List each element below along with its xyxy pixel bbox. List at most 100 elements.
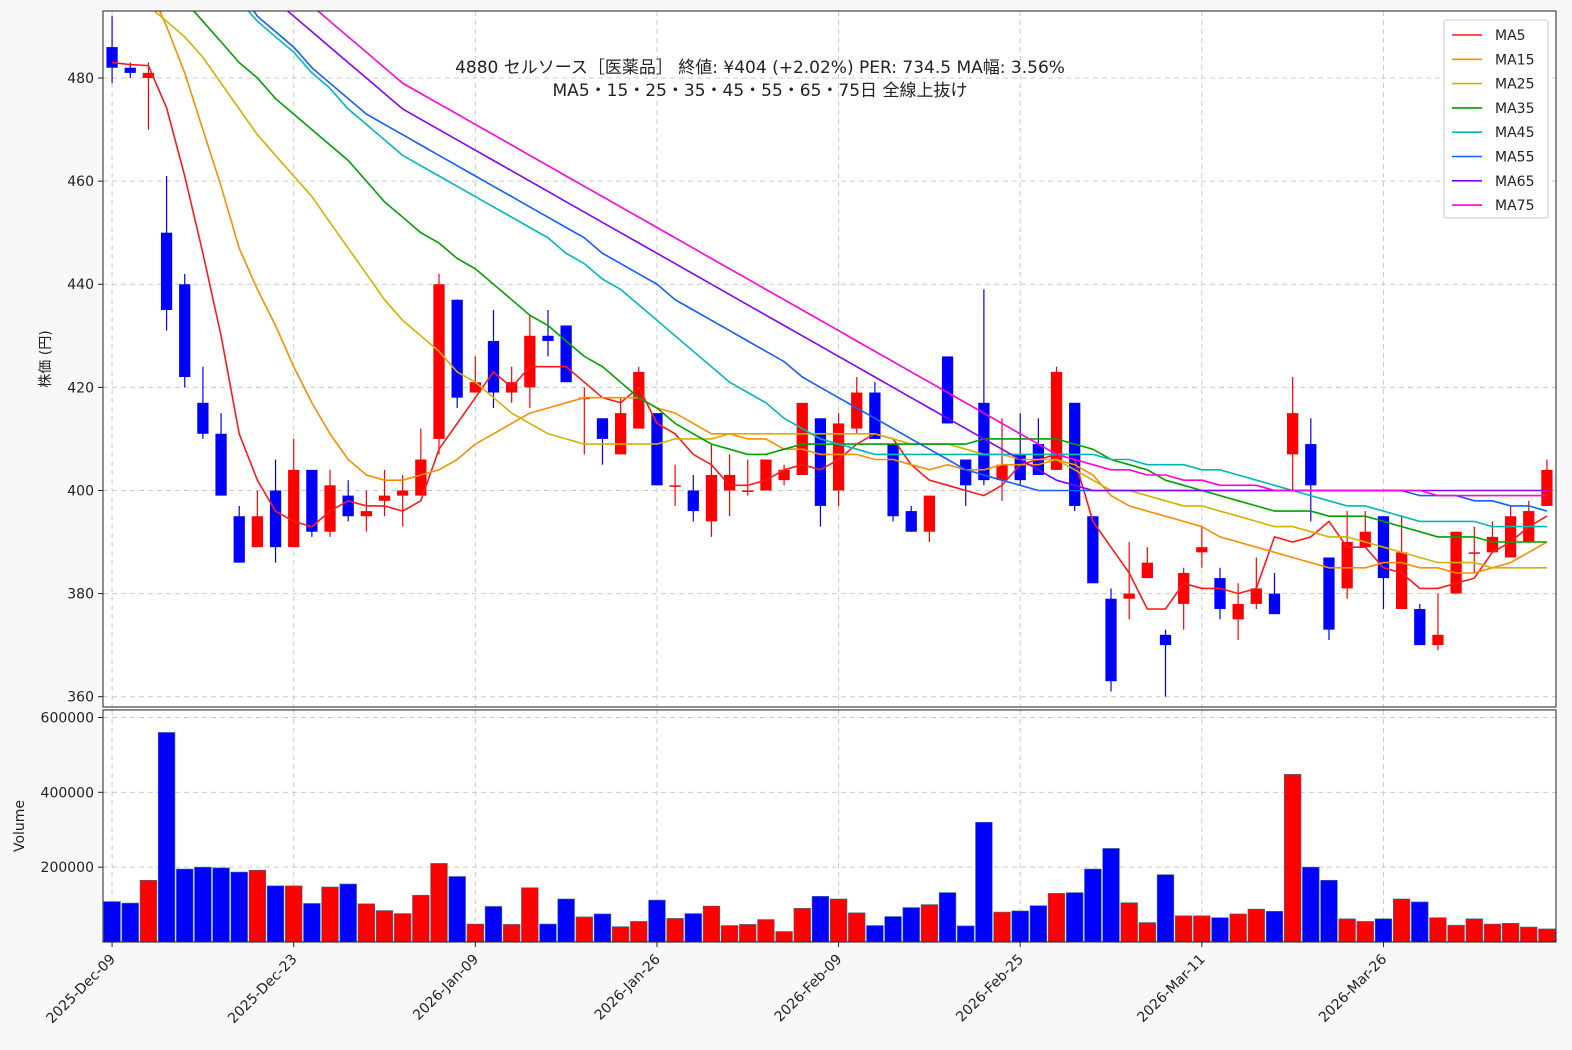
volume-bar: [557, 898, 575, 943]
volume-bar: [1211, 917, 1229, 943]
legend-label-ma25: MA25: [1495, 77, 1534, 93]
candle-body: [832, 423, 845, 491]
candle-body: [197, 402, 209, 434]
volume-bar: [1156, 874, 1175, 943]
candle-body: [1105, 598, 1117, 682]
volume-bar: [611, 926, 630, 943]
candle-body: [1359, 531, 1371, 548]
chart-title-line1: 4880 セルソース［医薬品］ 終値: ¥404 (+2.02%) PER: 7…: [455, 58, 1065, 78]
candle-body: [1014, 454, 1026, 481]
volume-bar: [1175, 915, 1193, 943]
volume-bar: [1429, 917, 1447, 943]
candle-body: [124, 67, 136, 73]
volume-bar: [1392, 898, 1411, 943]
candle-body: [705, 475, 718, 522]
volume-bar: [157, 732, 176, 943]
volume-bar: [938, 892, 957, 943]
legend-label-ma65: MA65: [1495, 174, 1534, 190]
volume-bar: [1138, 922, 1156, 943]
volume-bar: [757, 919, 775, 943]
volume-bar: [1102, 848, 1120, 943]
volume-bar: [230, 871, 248, 943]
volume-bar: [357, 903, 376, 943]
volume-bar: [1029, 905, 1048, 943]
volume-bar: [739, 924, 757, 943]
volume-bar: [394, 913, 412, 943]
volume-bar: [321, 886, 339, 943]
candle-body: [851, 392, 863, 429]
volume-ytick-label: 200000: [41, 860, 94, 876]
candle-body: [542, 335, 554, 341]
price-ytick-label: 420: [67, 380, 94, 396]
candle-body: [633, 371, 645, 429]
candle-body: [469, 382, 481, 393]
volume-bar: [539, 923, 557, 943]
ma-line-ma75: [316, 11, 1547, 497]
volume-bar: [194, 866, 212, 943]
candle-body: [978, 402, 990, 481]
ma-line-ma45: [247, 11, 1547, 528]
volume-bar: [285, 885, 303, 943]
candle-body: [760, 459, 772, 491]
volume-bar: [1374, 918, 1393, 943]
candle-body: [596, 418, 609, 439]
candle-body: [397, 490, 409, 496]
price-plot-area: [103, 11, 1556, 707]
candle-body: [306, 469, 318, 532]
candle-body: [1432, 634, 1444, 646]
candle-body: [324, 485, 336, 532]
volume-bar: [430, 863, 448, 943]
volume-ytick-label: 600000: [41, 710, 94, 726]
volume-bar: [866, 925, 884, 943]
candle-body: [651, 413, 663, 486]
candle-body: [160, 232, 173, 311]
ma-lines-group: [112, 11, 1548, 610]
candle-body: [615, 413, 627, 455]
candle-body: [1141, 562, 1153, 579]
volume-plot-area: [103, 710, 1556, 942]
volume-bar: [993, 911, 1011, 943]
candle-body: [1232, 603, 1244, 620]
volume-bar: [1356, 921, 1374, 943]
volume-bar: [684, 913, 702, 943]
volume-bar: [793, 908, 811, 943]
price-ytick-label: 400: [67, 483, 94, 499]
legend-label-ma15: MA15: [1495, 52, 1534, 68]
candle-body: [288, 469, 300, 548]
candle-body: [1541, 469, 1553, 506]
candle-body: [269, 490, 282, 548]
candle-body: [1123, 593, 1135, 599]
candle-body: [142, 72, 155, 79]
volume-bar: [1501, 922, 1520, 943]
volume-bar: [666, 918, 684, 943]
candle-body: [1268, 593, 1281, 615]
candle-body: [1178, 572, 1190, 604]
volume-bar: [1229, 913, 1247, 943]
volume-bar: [521, 887, 539, 943]
volume-bar: [448, 876, 466, 943]
candle-body: [179, 284, 191, 378]
legend-label-ma35: MA35: [1495, 101, 1534, 117]
candle-body: [1159, 634, 1172, 646]
candle-body: [1395, 552, 1408, 610]
volume-bar: [1120, 902, 1138, 943]
candle-body: [251, 516, 264, 548]
price-ytick-label: 360: [67, 690, 94, 706]
volume-bar: [1193, 915, 1211, 943]
candle-body: [215, 433, 227, 496]
candle-body: [1486, 536, 1499, 553]
candle-body: [433, 284, 445, 439]
candle-body: [342, 495, 354, 517]
price-frame: [102, 10, 1557, 708]
volume-frame: [102, 709, 1557, 943]
volume-bar: [1302, 866, 1320, 943]
volume-ylabel: Volume: [12, 800, 28, 852]
volume-bar: [884, 916, 902, 943]
volume-bar: [466, 923, 484, 943]
volume-bar: [484, 906, 503, 943]
candle-body: [778, 469, 790, 481]
volume-bar: [1084, 868, 1102, 943]
candle-body: [1250, 588, 1262, 604]
candle-body: [1196, 547, 1208, 553]
